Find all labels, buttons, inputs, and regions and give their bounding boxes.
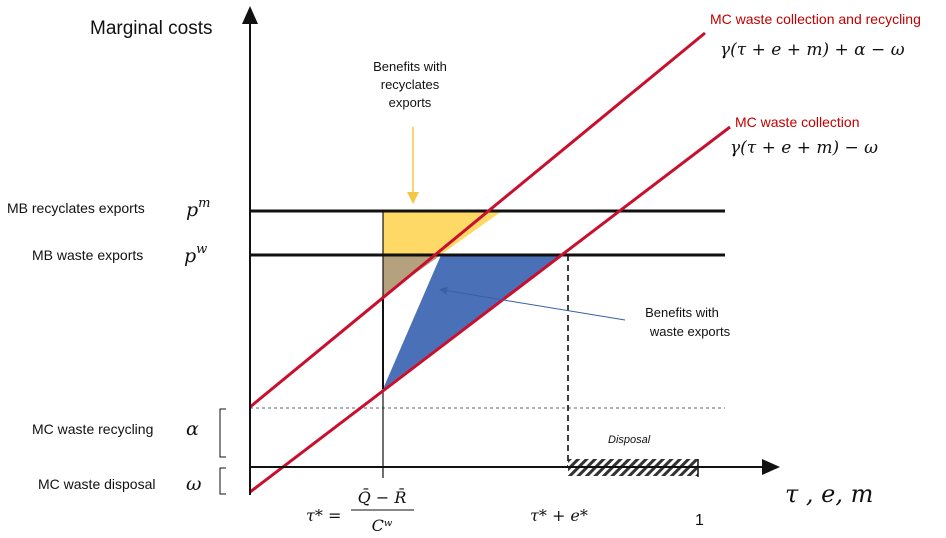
pw-symbol: pw [184,242,207,267]
recyclates-benefit-line3: exports [389,95,432,110]
blue-arrow [439,286,626,321]
upper-curve-formula: γ(τ + e + m) + α − ω [720,40,905,60]
waste-benefit-line1: Benefits with [645,305,719,320]
waste-benefit-line2: waste exports [649,324,731,339]
tau-star-frac-den: Cʷ [372,516,393,535]
mc-recycling-label: MC waste recycling [32,421,153,437]
mb-waste-label: MB waste exports [32,247,143,263]
omega-brace [219,467,226,495]
alpha-brace [219,408,226,458]
pm-symbol: pm [186,196,211,221]
recyclates-benefit-line2: recyclates [381,77,440,92]
mc-collection-recycling-curve [249,31,706,409]
recyclates-benefit-line1: Benefits with [373,59,447,74]
tau-e-star-label: τ* + e* [530,506,588,525]
lower-curve-title: MC waste collection [735,114,860,130]
x-axis-title: τ , e, m [785,480,873,508]
tau-star-lhs: τ* = [306,506,341,525]
mc-disposal-label: MC waste disposal [38,476,156,492]
mb-recyclates-label: MB recyclates exports [7,200,145,216]
x-tick-one: 1 [695,512,704,529]
upper-curve-title: MC waste collection and recycling [710,11,921,27]
y-axis-title: Marginal costs [90,18,213,39]
disposal-label: Disposal [608,434,651,446]
lower-curve-formula: γ(τ + e + m) − ω [730,138,878,158]
omega-symbol: ω [186,473,202,495]
alpha-symbol: α [186,418,199,440]
mc-collection-curve [249,125,731,494]
tau-star-frac-num: Q̄ − R̄ [358,486,407,507]
